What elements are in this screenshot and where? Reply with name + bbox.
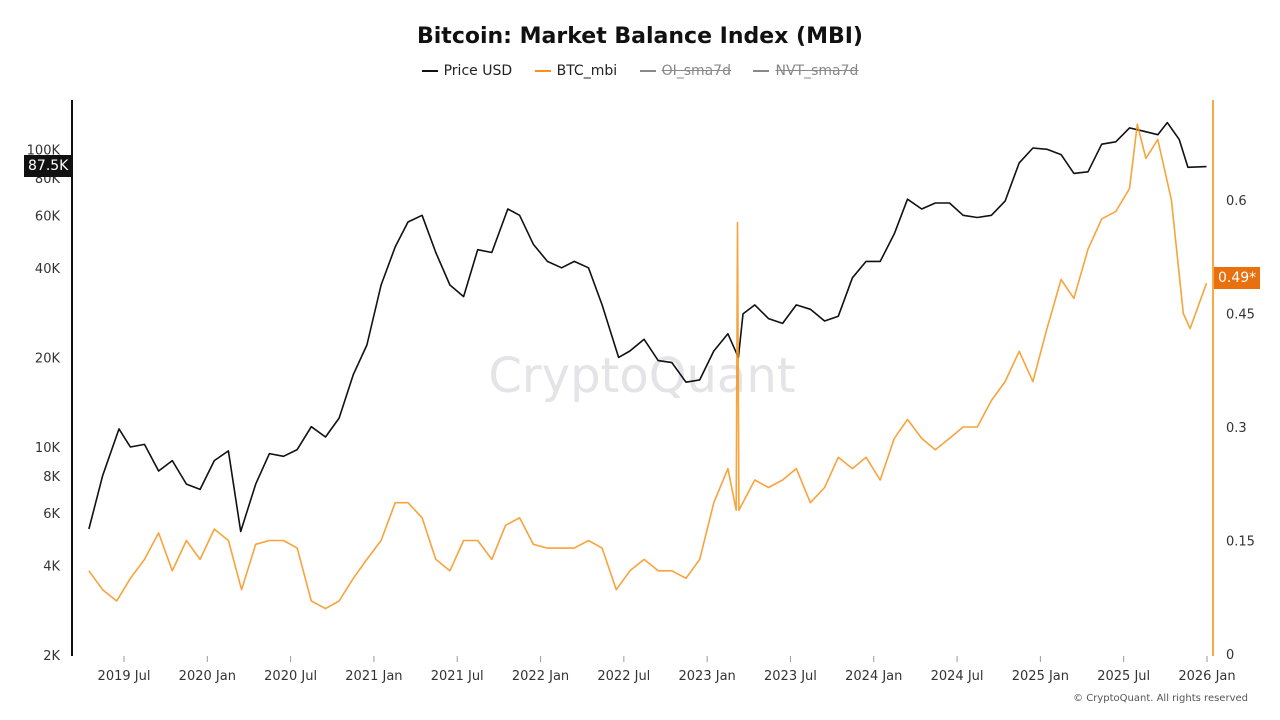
x-tick-label: 2023 Jul — [764, 669, 817, 684]
x-tick-label: 2021 Jul — [431, 669, 484, 684]
legend-item-oi[interactable]: OI_sma7d — [639, 63, 732, 79]
x-tick-label: 2025 Jan — [1012, 669, 1069, 684]
y-left-tick-label: 8K — [43, 470, 60, 485]
x-tick-label: 2026 Jan — [1178, 669, 1235, 684]
y-right-tick-label: 0.6 — [1226, 194, 1247, 209]
legend-item-nvt[interactable]: NVT_sma7d — [753, 63, 858, 79]
y-left-tick-label: 2K — [43, 649, 60, 664]
y-left-tick-label: 100K — [27, 143, 61, 158]
y-left-tick-label: 20K — [35, 351, 61, 366]
x-tick-label: 2025 Jul — [1097, 669, 1150, 684]
y-left-tick-label: 60K — [35, 209, 61, 224]
mbi-series-line — [88, 123, 1208, 610]
y-right-tick-label: 0.45 — [1226, 308, 1255, 323]
y-right-tick-label: 0.3 — [1226, 421, 1247, 436]
x-tick-label: 2021 Jan — [345, 669, 402, 684]
legend-label: Price USD — [443, 63, 513, 79]
watermark: CryptoQuant — [488, 348, 795, 404]
y-left-tick-label: 40K — [35, 262, 61, 277]
x-tick-label: 2020 Jul — [264, 669, 317, 684]
y-left-tick-label: 4K — [43, 559, 60, 574]
y-right-tick-label: 0 — [1226, 648, 1234, 663]
price-series-line — [88, 121, 1207, 533]
x-tick-label: 2020 Jan — [179, 669, 236, 684]
x-tick-label: 2022 Jul — [597, 669, 650, 684]
y-left-tick-label: 6K — [43, 507, 60, 522]
legend-item-mbi[interactable]: BTC_mbi — [534, 63, 618, 79]
x-tick-label: 2019 Jul — [98, 669, 151, 684]
legend-label: BTC_mbi — [556, 63, 618, 79]
price-last-value-badge: 87.5K — [24, 155, 73, 177]
x-tick-label: 2023 Jan — [679, 669, 736, 684]
legend-label: OI_sma7d — [661, 63, 732, 79]
legend-item-price[interactable]: Price USD — [421, 63, 513, 79]
legend-label: NVT_sma7d — [775, 63, 859, 79]
y-left-tick-label: 10K — [35, 441, 61, 456]
y-right-tick-label: 0.15 — [1226, 535, 1255, 550]
chart-title: Bitcoin: Market Balance Index (MBI) — [417, 24, 863, 49]
copyright: © CryptoQuant. All rights reserved — [1073, 693, 1248, 704]
x-tick-label: 2024 Jan — [845, 669, 902, 684]
x-tick-label: 2024 Jul — [931, 669, 984, 684]
x-tick-label: 2022 Jan — [512, 669, 569, 684]
legend: Price USD BTC_mbi OI_sma7d NVT_sma7d — [0, 63, 1280, 79]
mbi-last-value-badge: 0.49* — [1214, 267, 1261, 289]
